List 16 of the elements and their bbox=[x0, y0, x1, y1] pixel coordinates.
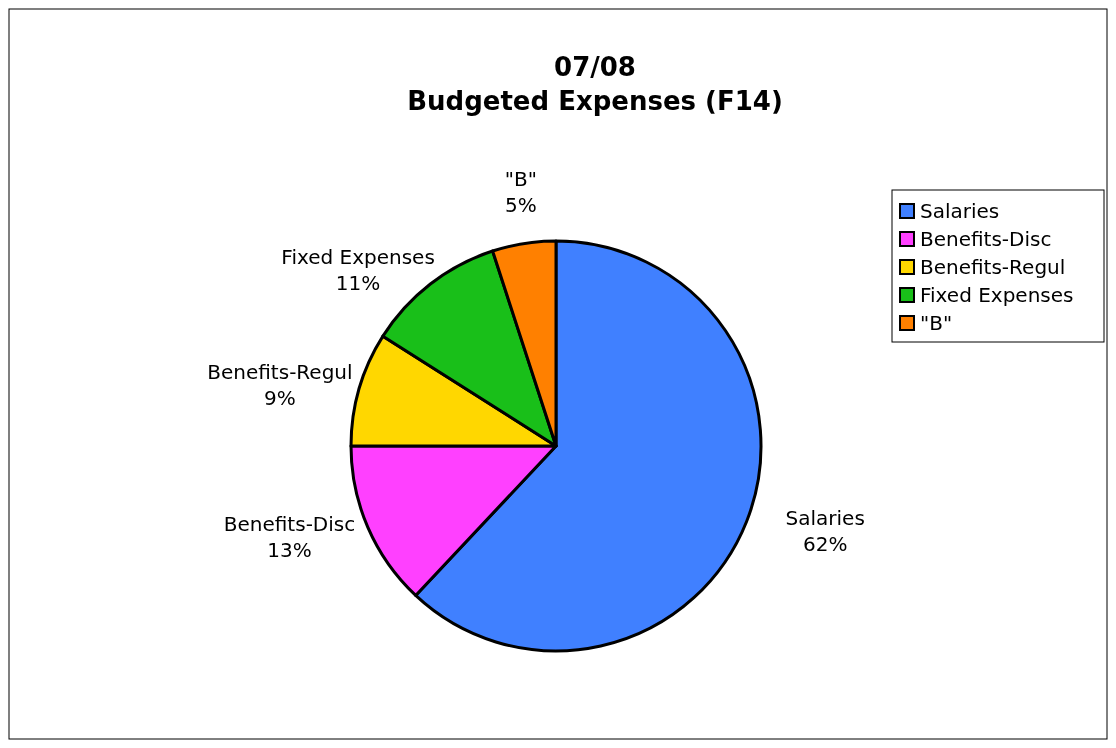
data-label: 13% bbox=[267, 538, 312, 563]
legend-label: Fixed Expenses bbox=[920, 283, 1074, 307]
data-label: 9% bbox=[264, 386, 296, 411]
data-label: 62% bbox=[802, 531, 848, 556]
slice-label: "B" bbox=[504, 166, 537, 191]
chart-title: 07/08 Budgeted Expenses (F14) bbox=[407, 52, 783, 116]
data-label: 5% bbox=[504, 192, 537, 217]
data-label: 11% bbox=[335, 271, 381, 296]
legend-label: "B" bbox=[920, 311, 953, 335]
legend-label: Benefits-Disc bbox=[920, 227, 1052, 251]
legend-label: Salaries bbox=[920, 199, 1000, 223]
legend-label: Benefits-Regul bbox=[920, 255, 1066, 279]
slice-label: Salaries bbox=[785, 505, 865, 530]
slice-label: Fixed Expenses bbox=[281, 245, 435, 270]
slice-label: Benefits-Regul bbox=[207, 360, 353, 385]
slice-label: Benefits-Disc bbox=[223, 512, 356, 537]
